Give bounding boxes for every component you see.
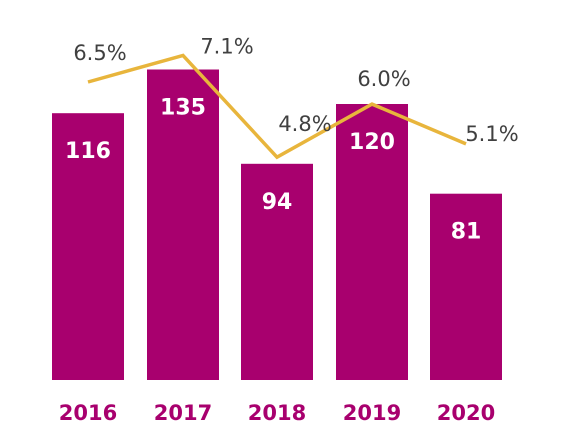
bar-2017 xyxy=(147,69,219,380)
line-value-labels: 6.5% 7.1% 4.8% 6.0% 5.1% xyxy=(73,34,518,145)
line-value-label-2016: 6.5% xyxy=(73,41,126,65)
bar-value-label-2020: 81 xyxy=(451,220,482,245)
line-value-label-2018: 4.8% xyxy=(278,112,331,136)
bar-2019 xyxy=(336,104,408,380)
line-value-label-2017: 7.1% xyxy=(200,34,253,58)
bar-series xyxy=(52,69,502,380)
x-tick-label-2017: 2017 xyxy=(154,401,212,425)
x-tick-label-2020: 2020 xyxy=(437,401,495,425)
x-tick-label-2016: 2016 xyxy=(59,401,117,425)
bar-value-label-2018: 94 xyxy=(262,190,293,215)
x-tick-label-2018: 2018 xyxy=(248,401,306,425)
bar-value-label-2019: 120 xyxy=(349,130,395,155)
line-value-label-2019: 6.0% xyxy=(357,67,410,91)
bar-2020 xyxy=(430,193,502,380)
line-series xyxy=(87,53,467,160)
x-axis-tick-labels: 2016 2017 2018 2019 2020 xyxy=(59,401,495,425)
x-tick-label-2019: 2019 xyxy=(343,401,401,425)
bar-value-label-2017: 135 xyxy=(160,96,206,121)
bar-value-label-2016: 116 xyxy=(65,139,111,164)
bar-2018 xyxy=(241,163,313,380)
bar-value-labels: 116 135 94 120 81 xyxy=(65,96,481,245)
bar-2016 xyxy=(52,113,124,380)
line-value-label-2020: 5.1% xyxy=(465,122,518,146)
